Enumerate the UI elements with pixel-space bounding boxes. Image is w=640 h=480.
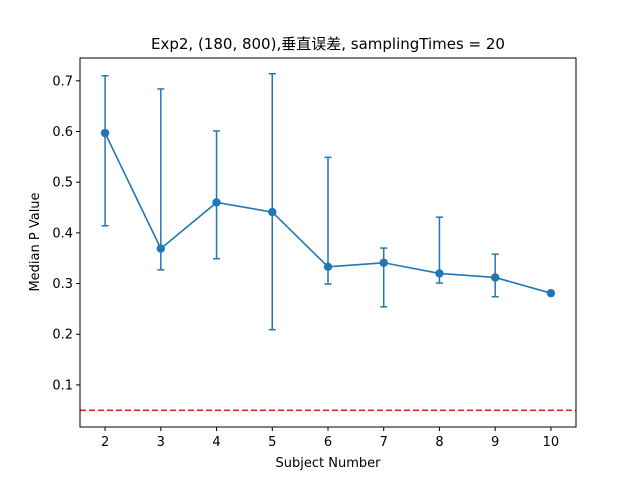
data-point <box>379 258 388 267</box>
y-axis-label: Median P Value <box>28 192 43 291</box>
x-tick-label: 4 <box>212 435 220 450</box>
chart-title: Exp2, (180, 800),垂直误差, samplingTimes = 2… <box>151 35 505 53</box>
x-tick-label: 8 <box>435 435 443 450</box>
data-point <box>156 244 166 253</box>
x-tick-label: 5 <box>268 435 276 450</box>
data-point <box>323 262 333 272</box>
y-tick-label: 0.5 <box>52 176 73 191</box>
data-point <box>212 198 221 207</box>
y-tick-label: 0.3 <box>52 277 73 292</box>
x-axis-label: Subject Number <box>276 456 382 471</box>
x-tick-label: 2 <box>101 435 109 450</box>
x-tick-label: 9 <box>491 435 499 450</box>
y-tick-label: 0.6 <box>52 125 73 140</box>
x-tick-label: 10 <box>543 435 560 450</box>
data-point <box>490 273 500 282</box>
y-tick-label: 0.2 <box>52 328 73 343</box>
data-point <box>435 269 444 278</box>
data-point <box>100 128 110 138</box>
y-tick-label: 0.4 <box>52 226 73 241</box>
y-tick-label: 0.7 <box>52 74 73 89</box>
data-point <box>268 207 277 217</box>
x-tick-label: 6 <box>324 435 332 450</box>
x-tick-label: 7 <box>380 435 388 450</box>
x-tick-label: 3 <box>157 435 165 450</box>
y-tick-label: 0.1 <box>52 378 73 393</box>
data-point <box>546 288 556 298</box>
plot-area <box>80 72 576 412</box>
